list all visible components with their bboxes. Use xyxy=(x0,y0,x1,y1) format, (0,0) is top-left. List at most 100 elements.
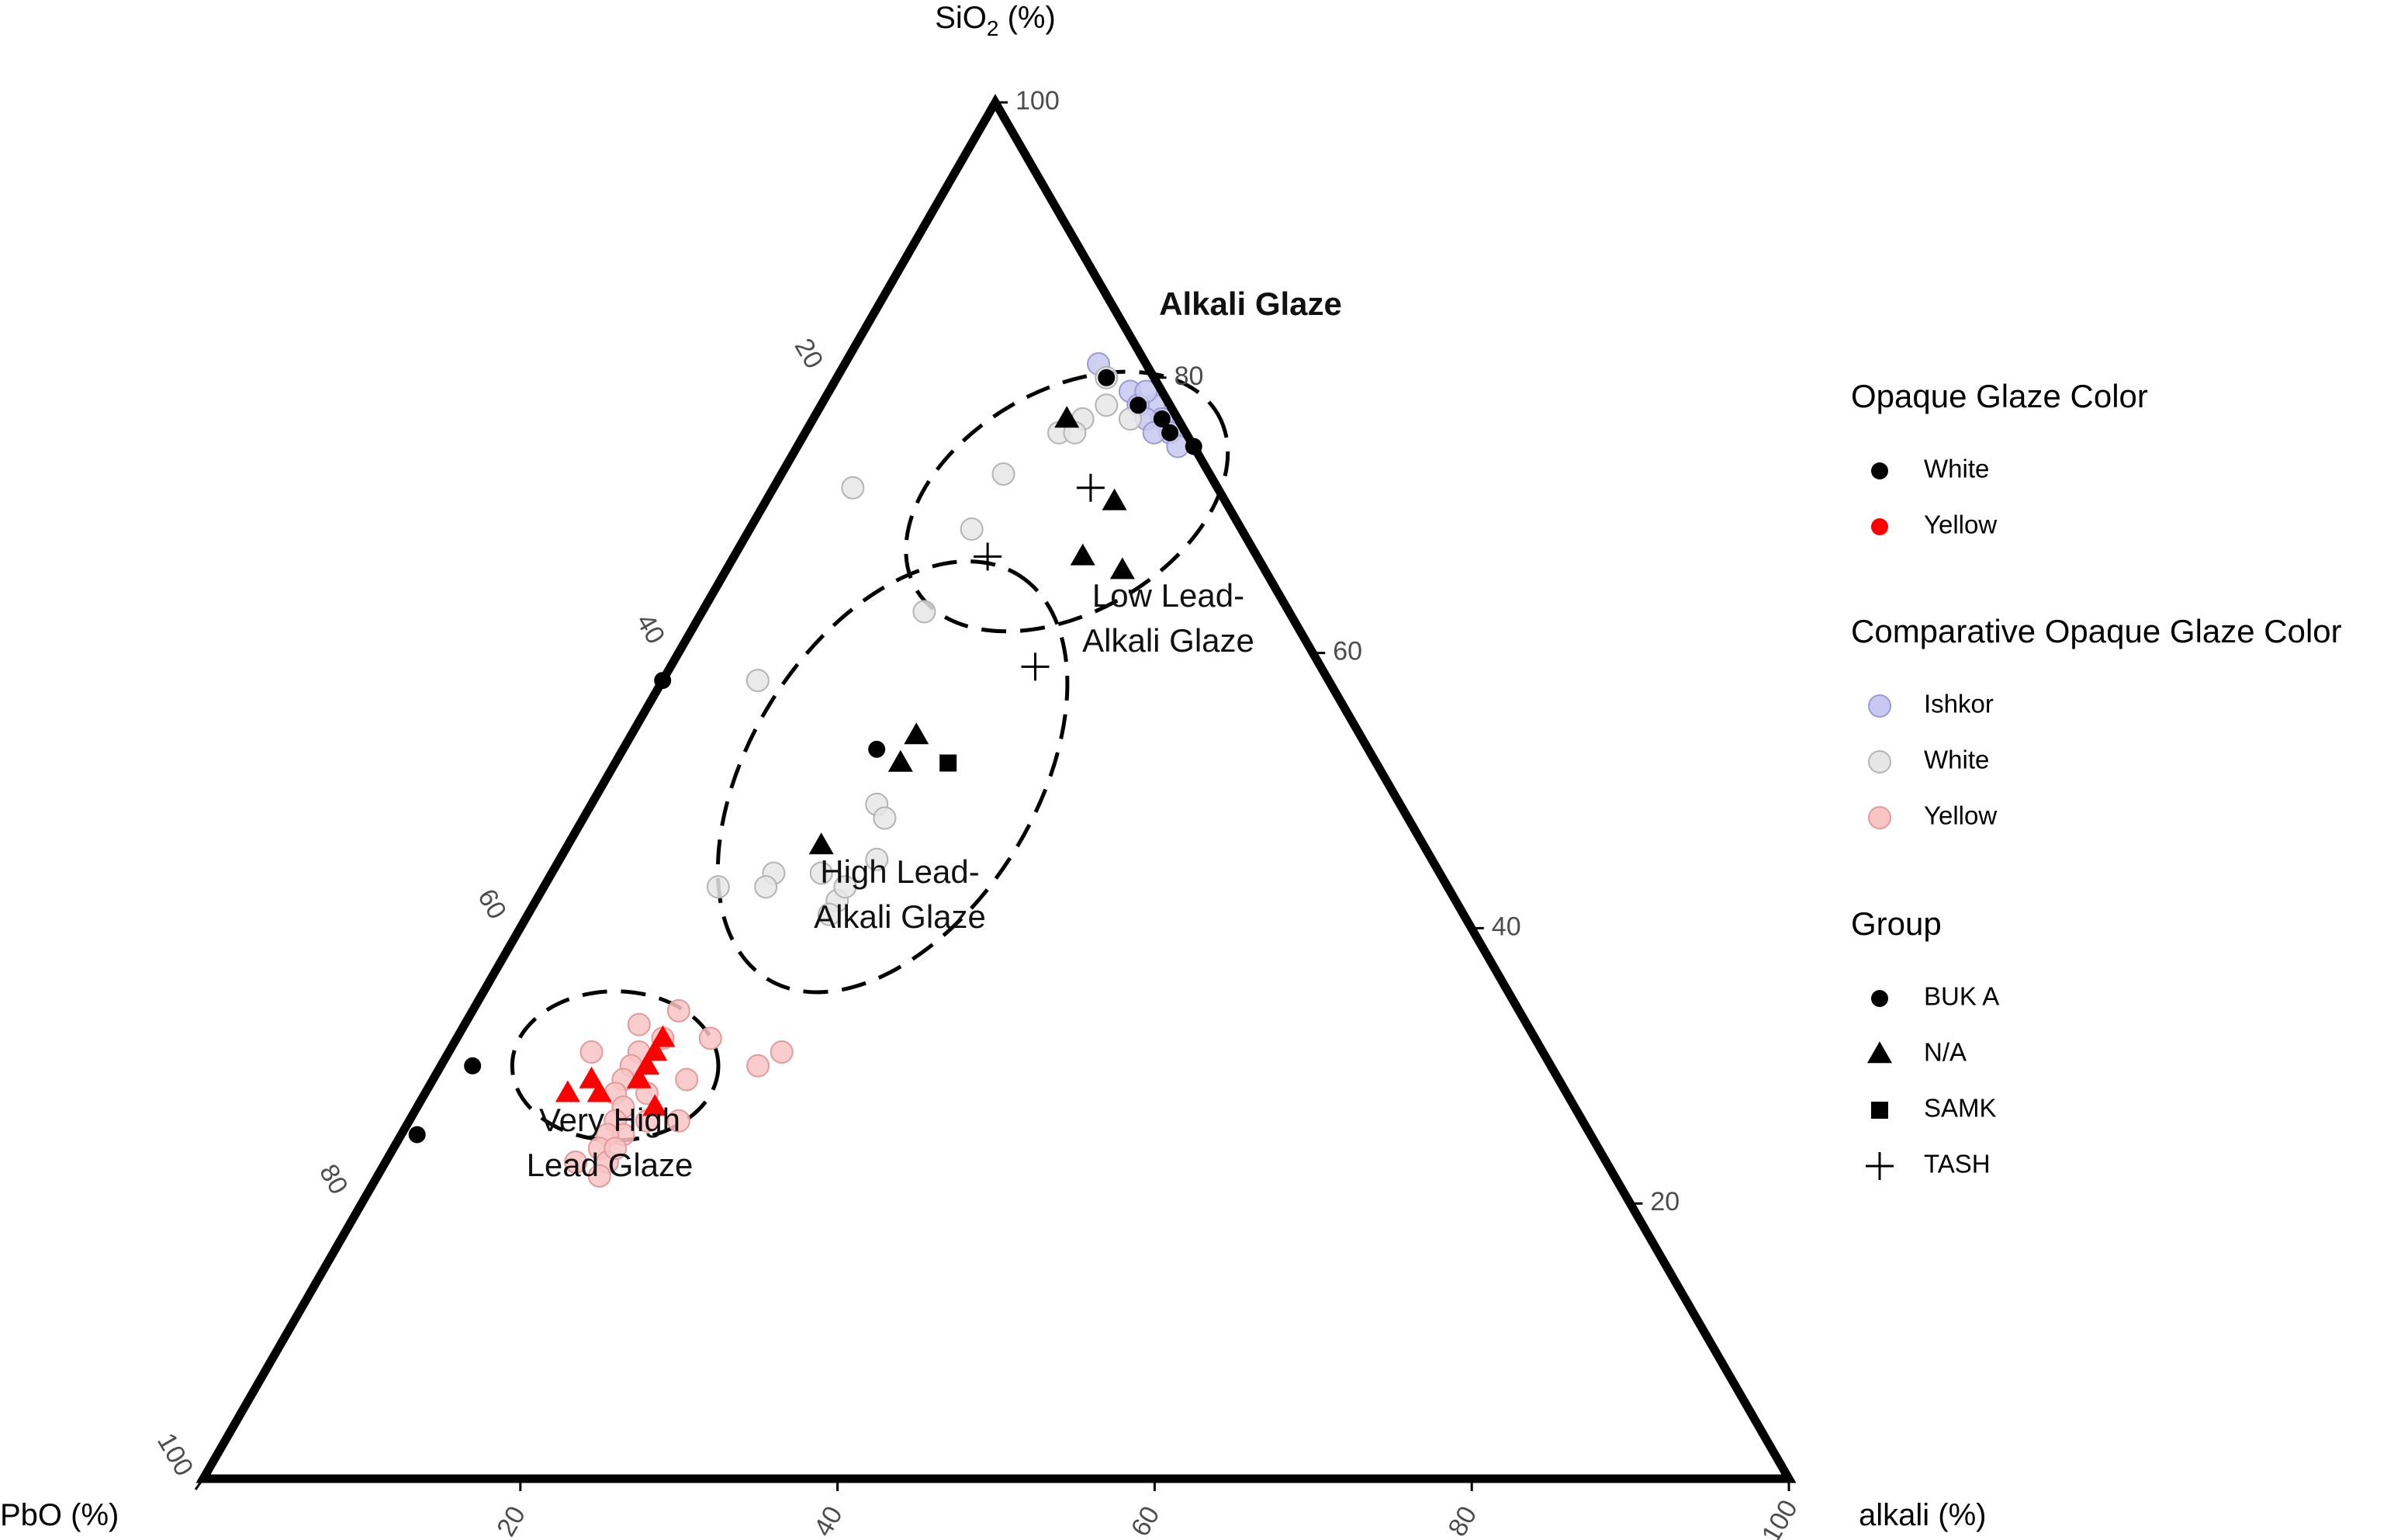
comparative-point-white xyxy=(873,806,897,830)
legend-label: N/A xyxy=(1924,1038,1967,1067)
sio2-tick-label: 100 xyxy=(1015,86,1060,116)
legend-key-tash xyxy=(1866,1152,1894,1180)
legend-key-na xyxy=(1867,1041,1892,1064)
study-point-buka xyxy=(1153,410,1171,428)
comparative-point-white xyxy=(809,861,833,885)
alkali-tick-label: 40 xyxy=(808,1501,849,1540)
comparative-point-white xyxy=(960,517,984,541)
study-point-na xyxy=(808,832,834,855)
very-high-lead-label: Very High Lead Glaze xyxy=(527,1102,694,1183)
pbo-axis-title: PbO (%) xyxy=(0,1498,119,1532)
legend-label: Yellow xyxy=(1924,801,1997,830)
region-labels: Alkali Glaze Low Lead-Alkali Glaze High Le… xyxy=(527,286,1342,1183)
pbo-tick xyxy=(828,376,839,389)
tick-layer: 20 20 20 40 40 40 60 60 60 80 80 80 100 100 100 xyxy=(151,86,1804,1540)
comparative-point-white xyxy=(991,462,1015,486)
alkali-tick-label: 60 xyxy=(1126,1501,1166,1540)
comparative-point-yellow xyxy=(666,1109,690,1133)
study-point-na xyxy=(1102,488,1127,510)
study-point-na xyxy=(887,749,913,772)
comparative-point-white xyxy=(912,600,936,624)
study-point-na xyxy=(642,1039,668,1061)
alkali-tick-label: 20 xyxy=(491,1501,531,1540)
comparative-point-yellow xyxy=(579,1040,604,1064)
triangle-outline xyxy=(195,93,1797,1483)
study-point-buka xyxy=(868,740,886,758)
comparative-point-white xyxy=(841,476,865,500)
legend-label: BUK A xyxy=(1924,982,1999,1011)
legend: Opaque Glaze Color White Yellow Comparative… xyxy=(1851,378,2342,1180)
comparative-point-white xyxy=(1095,393,1119,417)
study-point-na xyxy=(904,722,929,745)
legend-label: White xyxy=(1924,746,1989,774)
legend-key-buka xyxy=(1871,990,1888,1007)
legend-label: Ishkor xyxy=(1924,690,1994,718)
study-point-buka xyxy=(1130,396,1147,414)
study-point-buka xyxy=(1098,369,1116,386)
study-point-na xyxy=(626,1066,652,1088)
pbo-tick-label: 60 xyxy=(472,884,512,925)
study-point-na xyxy=(635,1053,660,1075)
pbo-tick xyxy=(511,927,521,940)
low-lead-alkali-ellipse xyxy=(904,369,1230,634)
comparative-point-yellow xyxy=(746,1054,770,1078)
sio2-axis-title: SiO2 (%) xyxy=(935,1,1056,40)
sio2-tick-label: 80 xyxy=(1174,362,1204,391)
alkali-glaze-label: Alkali Glaze xyxy=(1159,286,1342,322)
pbo-tick-label: 80 xyxy=(313,1159,354,1199)
legend-key-white xyxy=(1868,750,1891,773)
legend-label: Yellow xyxy=(1924,510,1997,539)
study-point-buka xyxy=(408,1126,426,1144)
comparative-point-white xyxy=(865,847,889,871)
comparative-point-white xyxy=(833,875,857,899)
comparative-point-yellow xyxy=(587,1164,611,1188)
comparative-point-yellow xyxy=(564,1150,588,1174)
pbo-tick-label: 20 xyxy=(789,334,829,374)
legend-key-white xyxy=(1871,462,1888,479)
study-point-tash xyxy=(1076,473,1105,502)
legend-label: TASH xyxy=(1924,1150,1991,1178)
pbo-tick xyxy=(669,652,680,665)
triangle-frame xyxy=(195,93,1797,1483)
study-point-na xyxy=(555,1080,580,1102)
low-lead-alkali-label: Low Lead-Alkali Glaze xyxy=(1082,577,1254,659)
legend-label: SAMK xyxy=(1924,1094,1997,1123)
study-point-buka xyxy=(464,1057,482,1075)
legend-title-2: Group xyxy=(1851,905,1942,942)
comparative-point-yellow xyxy=(698,1026,722,1050)
study-point-samk xyxy=(939,754,957,772)
study-points-layer xyxy=(408,369,1202,1144)
pbo-tick xyxy=(352,1203,363,1216)
comparative-point-yellow xyxy=(770,1040,794,1064)
legend-key-samk xyxy=(1871,1102,1888,1119)
pbo-tick xyxy=(194,1478,205,1490)
pbo-tick-label: 40 xyxy=(630,609,670,649)
legend-key-ishkor xyxy=(1868,694,1891,718)
study-point-na xyxy=(1054,406,1080,428)
alkali-tick-label: 80 xyxy=(1443,1501,1483,1540)
comparative-point-yellow xyxy=(675,1068,699,1092)
alkali-tick-label: 100 xyxy=(1756,1495,1804,1540)
sio2-tick-label: 40 xyxy=(1492,912,1521,941)
comparative-point-white xyxy=(746,669,770,693)
study-point-na xyxy=(1109,557,1135,580)
comparative-point-yellow xyxy=(666,998,690,1023)
comparative-point-yellow xyxy=(627,1012,651,1036)
pbo-tick-label: 100 xyxy=(151,1428,199,1481)
axis-titles: SiO2 (%) PbO (%) alkali (%) xyxy=(0,1,1986,1532)
alkali-axis-title: alkali (%) xyxy=(1859,1498,1986,1532)
study-point-na xyxy=(650,1025,676,1047)
legend-label: White xyxy=(1924,455,1989,483)
comparative-points-layer xyxy=(564,352,1190,1188)
study-point-buka xyxy=(1161,424,1179,441)
legend-title-1: Comparative Opaque Glaze Color xyxy=(1851,613,2342,649)
comparative-point-white xyxy=(817,902,841,926)
study-point-tash xyxy=(1021,652,1050,681)
study-point-na xyxy=(642,1094,668,1116)
sio2-tick-label: 60 xyxy=(1333,637,1362,666)
high-lead-alkali-ellipse xyxy=(715,559,1070,995)
comparative-point-white xyxy=(706,875,730,899)
comparative-point-white xyxy=(754,875,778,899)
study-point-na xyxy=(1070,543,1095,566)
